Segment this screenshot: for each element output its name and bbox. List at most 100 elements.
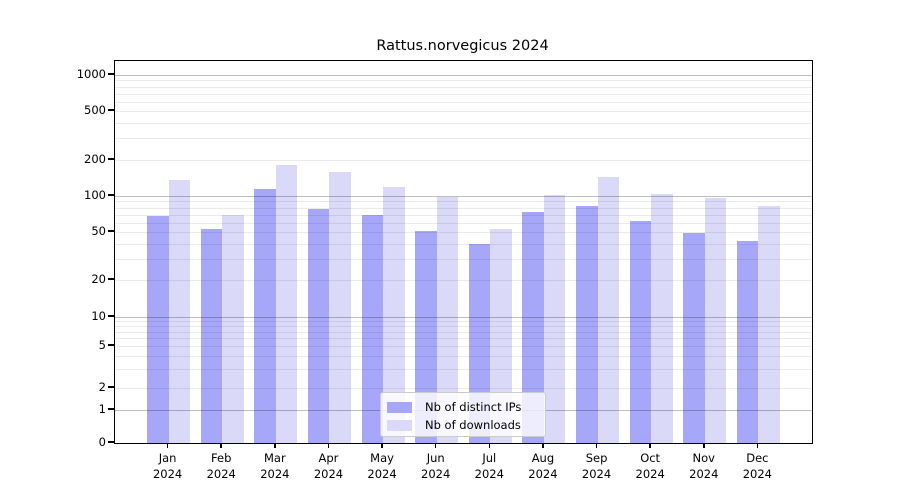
x-tick-mark [434,443,437,448]
x-tick-month: Aug [531,451,555,465]
x-tick-mark [595,443,598,448]
bar-downloads-jul [490,228,512,443]
x-tick-year: 2024 [528,466,558,481]
x-tick-month: Oct [640,451,661,465]
y-tick-label-200: 200 [84,151,106,166]
y-tick-mark [108,344,114,346]
y-tick-mark [108,408,114,410]
gridline [115,321,812,323]
bar-distinct-ips-dec [736,241,759,443]
x-tick-year: 2024 [152,466,183,481]
gridline [115,369,812,371]
legend-item-downloads: Nb of downloads [387,417,545,433]
x-tick-mark [274,443,276,448]
bar-downloads-apr [329,171,351,443]
legend-swatch-downloads [387,419,412,431]
x-tick-mark [703,443,705,448]
x-tick-mark [756,443,759,448]
gridline [115,93,812,95]
gridline [115,346,812,347]
x-tick-month: Jun [426,451,445,465]
y-tick-label-5: 5 [98,337,106,352]
gridline [115,101,812,103]
y-tick-label-1: 1 [98,401,106,416]
gridline-major [115,196,812,197]
y-tick-label-1000: 1000 [76,66,106,81]
x-tick-year: 2024 [635,466,665,481]
plot-area: Nb of distinct IPs Nb of downloads [114,60,813,444]
y-tick-label-0: 0 [98,434,106,449]
x-tick-mark [327,443,330,448]
gridline [115,331,812,333]
bar-distinct-ips-oct [629,220,652,443]
bar-downloads-nov [704,198,727,443]
x-tick-month: Dec [746,451,769,465]
bar-downloads-oct [651,194,673,443]
y-tick-mark [108,315,114,317]
x-tick-label-feb: Feb 2024 [191,451,251,482]
bar-distinct-ips-may [361,214,384,443]
gridline [115,356,812,358]
chart-title: Rattus.norvegicus 2024 [376,38,549,54]
x-tick-year: 2024 [367,466,397,481]
bar-downloads-mar [275,165,298,443]
bar-downloads-jun [436,197,459,443]
x-tick-month: Sep [585,451,608,465]
legend-item-distinct-ips: Nb of distinct IPs [387,399,545,415]
x-tick-year: 2024 [313,466,344,481]
x-tick-year: 2024 [421,466,451,481]
x-tick-label-may: May 2024 [352,451,412,482]
legend: Nb of distinct IPs Nb of downloads [380,392,546,437]
gridline [115,160,812,161]
legend-label-distinct-ips: Nb of distinct IPs [425,399,522,414]
x-tick-year: 2024 [260,466,290,481]
x-tick-month: Apr [318,451,339,465]
x-tick-label-dec: Dec 2024 [727,451,787,482]
x-tick-label-apr: Apr 2024 [298,451,358,482]
y-tick-mark [108,278,114,280]
gridline [115,214,812,216]
y-tick-mark [108,386,114,388]
gridline [115,138,812,140]
gridline [115,86,812,88]
bar-distinct-ips-mar [254,188,276,443]
bar-distinct-ips-sep [576,206,598,443]
bar-downloads-feb [222,214,244,443]
gridline [115,207,812,209]
y-tick-label-100: 100 [84,187,106,202]
x-tick-mark [649,443,651,448]
y-tick-mark [108,194,114,196]
x-tick-year: 2024 [206,466,236,481]
gridline [115,338,812,340]
bar-distinct-ips-jun [415,230,437,443]
x-tick-year: 2024 [581,466,612,481]
gridline [115,388,812,389]
y-tick-label-10: 10 [91,308,106,323]
y-tick-mark [108,441,114,443]
x-tick-month: Nov [692,451,715,465]
x-tick-mark [488,443,491,448]
y-tick-label-2: 2 [98,379,106,394]
legend-label-downloads: Nb of downloads [425,417,521,432]
x-tick-mark [381,443,383,448]
gridline [115,243,812,245]
gridline [115,280,812,281]
x-tick-year: 2024 [689,466,719,481]
bar-distinct-ips-feb [200,228,223,443]
bar-downloads-dec [758,206,780,443]
bar-distinct-ips-aug [522,212,544,443]
y-tick-mark [108,73,114,75]
y-tick-label-50: 50 [91,223,106,238]
x-tick-month: Jul [482,451,497,465]
gridline [115,222,812,224]
legend-swatch-distinct-ips [387,401,412,413]
x-tick-label-jun: Jun 2024 [406,451,466,482]
bar-downloads-sep [597,176,620,443]
gridline [115,201,812,203]
x-tick-mark [220,443,222,448]
x-tick-month: Jan [158,451,177,465]
x-tick-month: Feb [211,451,232,465]
x-tick-label-sep: Sep 2024 [567,451,627,482]
y-tick-mark [108,158,114,160]
